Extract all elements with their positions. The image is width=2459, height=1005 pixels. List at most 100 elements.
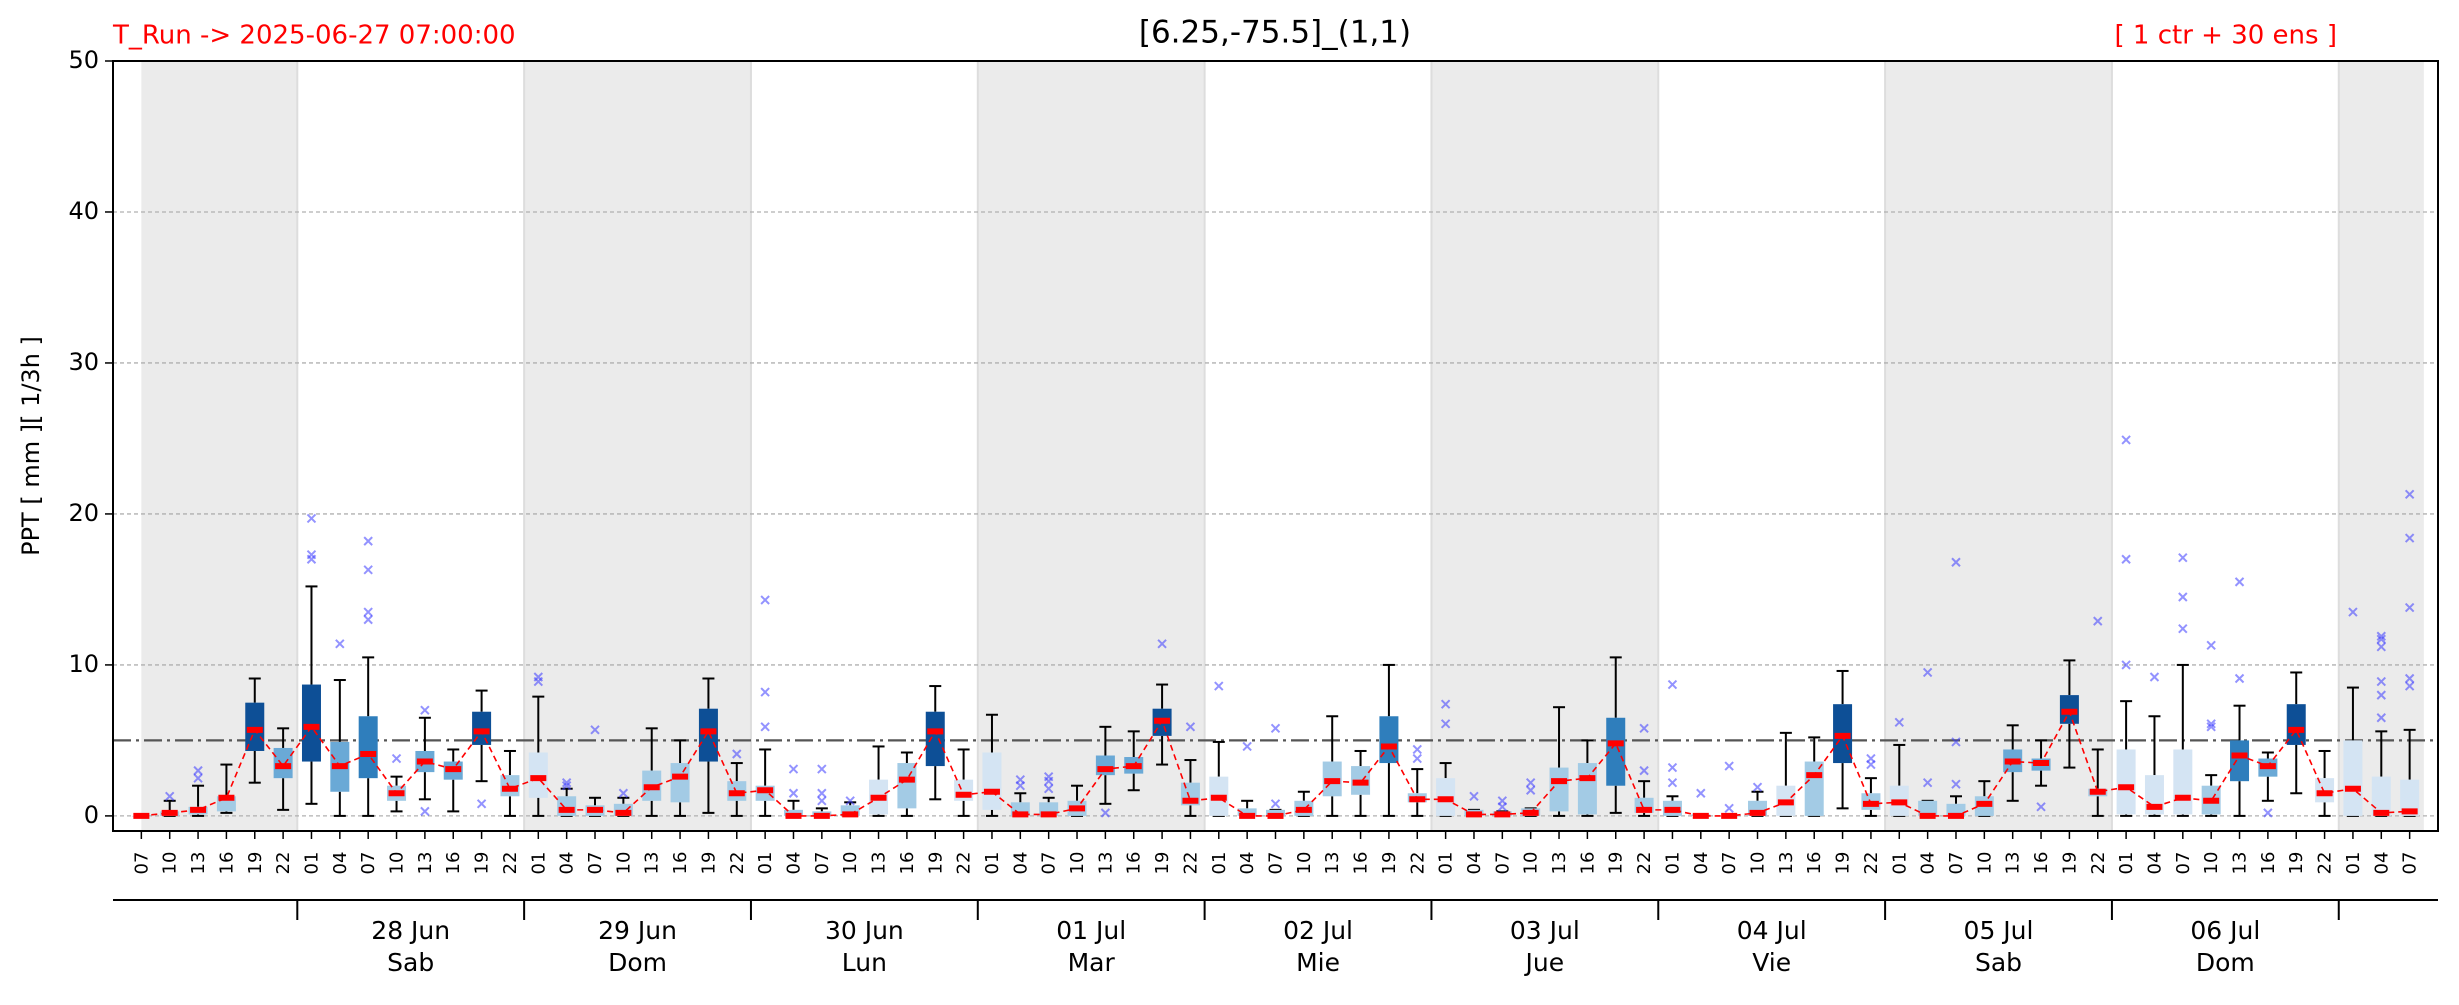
x-tick-label: 22 <box>2315 852 2336 875</box>
outlier <box>2404 673 2415 684</box>
x-tick-label: 04 <box>1464 852 1485 875</box>
x-tick-label: 01 <box>301 852 322 875</box>
y-tick-label: 0 <box>84 801 99 829</box>
box <box>698 708 718 762</box>
outlier <box>618 788 629 798</box>
x-tick-label: 22 <box>954 852 975 875</box>
outlier <box>306 549 317 560</box>
outlier <box>363 565 373 575</box>
outlier <box>1667 762 1678 773</box>
x-tick-label: 16 <box>443 852 464 875</box>
outlier <box>1951 557 1961 567</box>
chart-title: [6.25,-75.5]_(1,1) <box>1139 15 1411 51</box>
outlier <box>533 672 544 682</box>
outlier <box>1525 785 1536 795</box>
outlier <box>1043 771 1054 782</box>
x-tick-label: 10 <box>2201 852 2222 875</box>
x-tick-label: 07 <box>585 852 606 875</box>
x-tick-label: 10 <box>1748 852 1769 875</box>
outlier <box>2234 673 2245 684</box>
outlier <box>1724 803 1734 814</box>
x-tick-label: 13 <box>2230 852 2251 875</box>
outlier <box>2404 602 2415 613</box>
x-tick-label: 04 <box>1237 852 1258 875</box>
x-tick-label: 19 <box>1379 852 1400 875</box>
box <box>2371 776 2391 816</box>
x-tick-label: 19 <box>2286 852 2307 875</box>
box <box>1095 755 1115 776</box>
x-tick-label: 10 <box>387 852 408 875</box>
x-tick-label: 19 <box>925 852 946 875</box>
day-weekday: Dom <box>608 948 667 977</box>
outlier <box>1242 741 1252 752</box>
outlier <box>1412 753 1422 764</box>
outlier <box>420 806 430 817</box>
outlier <box>2206 719 2216 729</box>
members-label: [ 1 ctr + 30 ens ] <box>2115 21 2338 51</box>
box <box>2315 778 2335 803</box>
outlier <box>2404 489 2415 500</box>
x-tick-label: 19 <box>1152 852 1173 875</box>
outlier <box>561 780 572 791</box>
x-tick-label: 13 <box>1095 852 1116 875</box>
x-tick-label: 04 <box>2371 852 2392 875</box>
outlier <box>1894 717 1904 728</box>
day-weekday: Mar <box>1068 948 1116 977</box>
outlier <box>2206 640 2216 651</box>
day-weekday: Mie <box>1296 948 1340 977</box>
outlier <box>363 607 373 617</box>
box <box>1606 717 1626 786</box>
x-tick-label: 22 <box>1634 852 1655 875</box>
box <box>358 716 378 779</box>
outlier <box>1667 777 1678 788</box>
box <box>273 747 293 779</box>
box <box>982 752 1002 810</box>
x-tick-label: 13 <box>415 852 436 875</box>
x-tick-label: 16 <box>1577 852 1598 875</box>
y-tick-label: 10 <box>68 650 99 678</box>
outlier <box>2376 642 2386 652</box>
x-tick-label: 01 <box>982 852 1003 875</box>
x-tick-label: 22 <box>727 852 748 875</box>
outlier <box>1185 722 1196 732</box>
outlier <box>2121 660 2131 670</box>
x-tick-label: 04 <box>1691 852 1712 875</box>
box <box>925 711 945 767</box>
run-label: T_Run -> 2025-06-27 07:00:00 <box>112 21 516 51</box>
x-tick-label: 01 <box>1889 852 1910 875</box>
x-tick-label: 16 <box>1124 852 1145 875</box>
box <box>2230 740 2250 782</box>
x-tick-label: 07 <box>358 852 379 875</box>
day-date: 28 Jun <box>371 916 450 945</box>
box <box>1266 809 1285 816</box>
outlier <box>845 796 855 806</box>
box <box>557 796 577 816</box>
x-tick-label: 01 <box>2116 852 2137 875</box>
day-date: 05 Jul <box>1964 916 2034 945</box>
box <box>2116 749 2136 815</box>
outlier <box>1667 679 1678 690</box>
outlier <box>1157 639 1167 649</box>
outlier <box>1100 808 1111 818</box>
box <box>2286 704 2306 745</box>
outlier <box>2149 672 2160 682</box>
outlier <box>1866 753 1876 764</box>
box <box>1379 716 1399 764</box>
outlier <box>561 777 572 788</box>
x-tick-label: 19 <box>1606 852 1627 875</box>
outlier <box>193 773 203 783</box>
outlier <box>590 725 600 735</box>
x-tick-label: 19 <box>245 852 266 875</box>
x-tick-label: 10 <box>840 852 861 875</box>
box <box>301 684 321 762</box>
x-tick-label: 13 <box>188 852 209 875</box>
x-tick-label: 16 <box>670 852 691 875</box>
median-line <box>141 709 2410 817</box>
outlier <box>2376 713 2386 723</box>
x-tick-label: 16 <box>1351 852 1372 875</box>
box <box>670 763 690 803</box>
outlier <box>363 536 373 546</box>
y-tick-label: 30 <box>68 348 99 376</box>
day-weekday: Lun <box>842 948 887 977</box>
